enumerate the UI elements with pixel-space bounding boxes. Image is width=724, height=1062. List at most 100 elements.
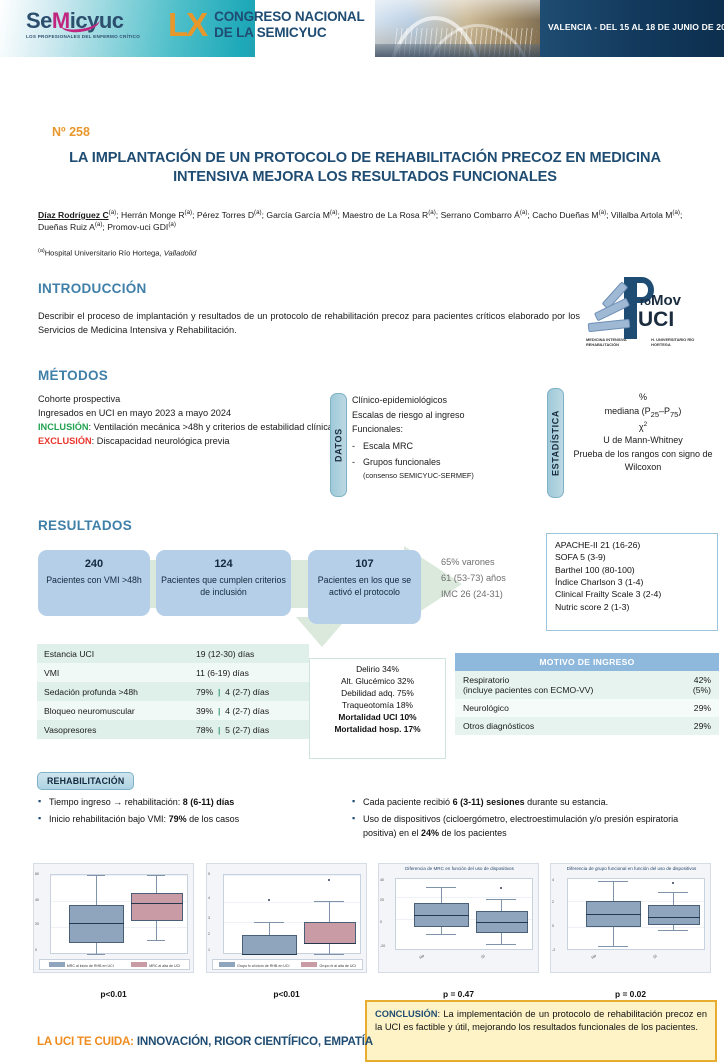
flow-box-0: 240 Pacientes con VMI >48h — [38, 550, 150, 616]
stay-value-4-cell: 78% | 5 (2-7) días — [189, 720, 309, 739]
estadistica-vertical-tab: ESTADÍSTICA — [547, 388, 564, 498]
admission-subpct-0: (5%) — [692, 685, 711, 695]
score-5: Nutric score 2 (1-3) — [555, 601, 630, 612]
dash-glyph: - — [352, 440, 355, 451]
stay-value-4: 5 (2-7) días — [225, 724, 270, 735]
list-item: Cada paciente recibió 6 (3-11) sesiones … — [352, 794, 710, 810]
rehabilitacion-tab: REHABILITACIÓN — [37, 772, 135, 790]
datos-vertical-tab: DATOS — [330, 393, 347, 497]
footer-slogan-orange: LA UCI TE CUIDA: — [37, 1035, 134, 1048]
stay-label-4: Vasopresores — [37, 720, 189, 739]
poster-header-banner: VALENCIA - DEL 15 AL 18 DE JUNIO DE 2025… — [0, 0, 724, 57]
semicyuc-logo-wordmark: SeMicyuc — [26, 8, 124, 33]
datos-item-0: Clínico-epidemiológicos — [352, 395, 448, 405]
demographics-1: 61 (53-73) años — [441, 573, 506, 584]
rehab-bullets-left: Tiempo ingreso → rehabilitación: 8 (6-11… — [38, 794, 348, 828]
complication-1: Alt. Glucémico 32% — [340, 675, 415, 686]
estadistica-line-2: χ2 — [638, 420, 648, 432]
chart-1-plot-area — [50, 874, 188, 955]
stay-label-1: VMI — [37, 663, 189, 682]
conclusion-label: CONCLUSIÓN — [375, 1009, 438, 1019]
stay-pct-2: 79% — [196, 686, 214, 697]
datos-item-1: Escalas de riesgo al ingreso — [352, 409, 465, 420]
stay-pct-3: 39% — [196, 705, 214, 716]
promov-logo-uci: UCI — [638, 308, 675, 331]
admission-label-0-cell: Respiratorio (incluye pacientes con ECMO… — [455, 671, 663, 699]
congress-title-block: LX CONGRESO NACIONAL DE LA SEMICYUC — [168, 8, 365, 41]
promov-logo-pro: roMov — [640, 292, 681, 309]
demographics-2: IMC 26 (24-31) — [441, 589, 503, 600]
estadistica-content: % mediana (P25–P75) χ2 U de Mann-Whitney… — [568, 391, 718, 475]
admission-label-2: Otros diagnósticos — [455, 717, 663, 735]
stay-value-2-cell: 79% | 4 (2-7) días — [189, 682, 309, 701]
datos-item-2: Funcionales: — [352, 424, 404, 435]
table-row: Neurológico 29% — [455, 699, 719, 717]
header-navy-panel — [540, 0, 724, 57]
metodos-exclusion: EXCLUSIÓN: Discapacidad neurológica prev… — [38, 435, 338, 449]
score-4: Clinical Frailty Scale 3 (2-4) — [555, 589, 662, 600]
datos-sub-note: (consenso SEMICYUC-SERMEF) — [363, 470, 474, 480]
conclusion-box: CONCLUSIÓN: La implementación de un prot… — [365, 1000, 717, 1062]
exclusion-text: : Discapacidad neurológica previa — [91, 435, 230, 446]
chart-diferencia-grupo-funcional-dispositivos: Diferencia de grupo funcional en función… — [550, 863, 711, 973]
admission-reason-table: MOTIVO DE INGRESO Respiratorio (incluye … — [455, 653, 719, 735]
list-item: Tiempo ingreso → rehabilitación: 8 (6-11… — [38, 794, 348, 810]
stay-pct-4: 78% — [196, 724, 214, 735]
complications-box: Delirio 34% Alt. Glucémico 32% Debilidad… — [309, 658, 446, 759]
admission-table-header: MOTIVO DE INGRESO — [455, 653, 719, 671]
complication-5: Mortalidad hosp. 17% — [334, 723, 421, 734]
estadistica-line-1: mediana (P25–P75) — [604, 405, 682, 419]
poster-number: Nº 258 — [52, 125, 90, 139]
stay-label-0: Estancia UCI — [37, 644, 189, 663]
introduccion-text: Describir el proceso de implantación y r… — [38, 311, 580, 335]
demographics-list: 65% varones 61 (53-73) años IMC 26 (24-3… — [441, 554, 506, 602]
exclusion-label: EXCLUSIÓN — [38, 435, 92, 446]
chart-3-xtick-1: Sí — [479, 953, 486, 960]
chart-mrc-pre-post: 60 40 20 0 MRC al inicio de RHB en UCI M… — [33, 863, 194, 973]
stay-label-2: Sedación profunda >48h — [37, 682, 189, 701]
chart-2-plot-area — [223, 874, 361, 955]
congress-name-line2: DE LA SEMICYUC — [214, 24, 327, 40]
promov-uci-logo: roMov UCI MEDICINA INTENSIVA REHABILITAC… — [578, 275, 698, 355]
admission-pct-2: 29% — [663, 717, 719, 735]
header-venue-photo — [375, 0, 545, 57]
list-item: Inicio rehabilitación bajo VMI: 79% de l… — [38, 811, 348, 827]
stay-value-1: 11 (6-19) días — [189, 663, 309, 682]
flow-box-2: 107 Pacientes en los que se activó el pr… — [308, 550, 421, 624]
flow-box-1: 124 Pacientes que cumplen criterios de i… — [156, 550, 291, 616]
flow-box-2-label: Pacientes en los que se activó el protoc… — [317, 574, 412, 597]
section-heading-metodos: MÉTODOS — [38, 368, 109, 383]
dash-glyph: - — [352, 457, 355, 468]
chart-1-legend-item-0: MRC al inicio de RHB en UCI — [48, 961, 114, 968]
stay-value-3: 4 (2-7) días — [225, 705, 270, 716]
table-row: VMI 11 (6-19) días — [37, 663, 309, 682]
chart-3-plot-area — [395, 878, 533, 950]
chart-4-title: Diferencia de grupo funcional en función… — [566, 866, 697, 871]
chart-2-pvalue: p<0.01 — [273, 989, 300, 999]
datos-sub-0: Escala MRC — [363, 440, 414, 451]
chart-3-pvalue: p = 0.47 — [443, 989, 474, 999]
estadistica-line-3: U de Mann-Whitney — [603, 435, 683, 446]
metodos-inclusion: INCLUSIÓN: Ventilación mecánica >48h y c… — [38, 421, 338, 435]
chart-4-xtick-1: Sí — [651, 953, 658, 960]
chart-4-plot-area — [567, 878, 705, 950]
flow-box-1-number: 124 — [214, 558, 233, 570]
severity-scores-box: APACHE-II 21 (16-26) SOFA 5 (3-9) Barthe… — [546, 533, 718, 631]
promov-foot-right: H. UNIVERSITARIO RÍO HORTEGA — [651, 337, 695, 348]
chart-2-legend-item-1: Grupo fx al alta de UCI — [301, 961, 356, 968]
chart-3-xtick-0: No — [417, 952, 426, 961]
rehab-bullets-right: Cada paciente recibió 6 (3-11) sesiones … — [352, 794, 710, 843]
semicyuc-logo-tagline: LOS PROFESIONALES DEL ENFERMO CRÍTICO — [26, 34, 141, 39]
table-row: Vasopresores 78% | 5 (2-7) días — [37, 720, 309, 739]
score-1: SOFA 5 (3-9) — [555, 552, 606, 563]
footer-slogan-blue: INNOVACIÓN, RIGOR CIENTÍFICO, EMPATÍA — [136, 1035, 373, 1048]
chart-1-legend-item-1: MRC al alta de UCI — [131, 961, 180, 968]
stay-table: Estancia UCI 19 (12-30) días VMI 11 (6-1… — [37, 644, 309, 739]
admission-sub-0: (incluye pacientes con ECMO-VV) — [463, 685, 594, 695]
score-3: Índice Charlson 3 (1-4) — [555, 577, 644, 588]
promov-foot-left: MEDICINA INTENSIVA REHABILITACIÓN — [586, 337, 627, 348]
footer-slogan: LA UCI TE CUIDA: INNOVACIÓN, RIGOR CIENT… — [37, 1035, 373, 1048]
datos-sub-0-row: - Escala MRC — [352, 439, 532, 454]
table-row: Otros diagnósticos 29% — [455, 717, 719, 735]
author-list: Díaz Rodríguez C(a); Herrán Monge R(a); … — [38, 209, 683, 233]
